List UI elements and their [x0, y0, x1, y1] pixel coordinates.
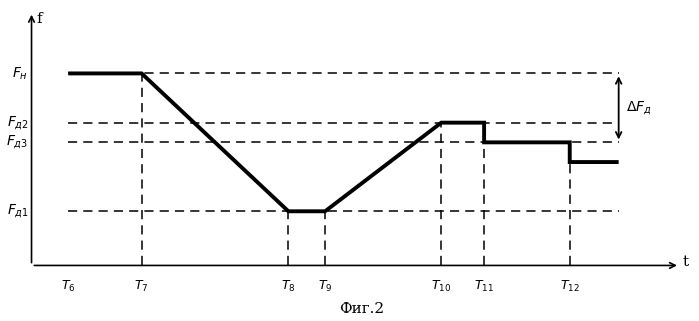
- Text: $T_{12}$: $T_{12}$: [560, 279, 579, 294]
- Text: t: t: [683, 255, 689, 269]
- Text: $F_{д2}$: $F_{д2}$: [6, 114, 29, 132]
- Text: $T_6$: $T_6$: [61, 279, 75, 294]
- Text: $T_8$: $T_8$: [281, 279, 296, 294]
- Text: $T_9$: $T_9$: [318, 279, 332, 294]
- Text: Фиг.2: Фиг.2: [339, 302, 384, 316]
- Text: $F_{д3}$: $F_{д3}$: [6, 134, 29, 151]
- Text: f: f: [36, 12, 42, 26]
- Text: $F_{д1}$: $F_{д1}$: [6, 203, 29, 220]
- Text: $T_{11}$: $T_{11}$: [474, 279, 494, 294]
- Text: $T_7$: $T_7$: [134, 279, 149, 294]
- Text: $\Delta F_д$: $\Delta F_д$: [626, 99, 651, 117]
- Text: $T_{10}$: $T_{10}$: [431, 279, 452, 294]
- Text: $F_н$: $F_н$: [13, 65, 29, 82]
